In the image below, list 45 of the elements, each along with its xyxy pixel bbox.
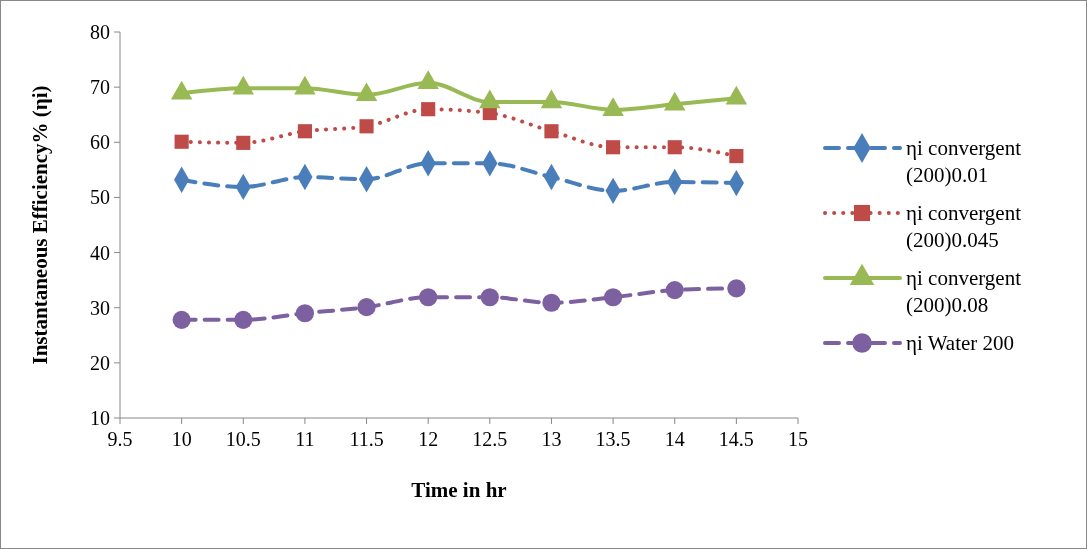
point bbox=[421, 102, 436, 117]
x-tick-label: 10.5 bbox=[225, 428, 261, 450]
x-tick-label: 10 bbox=[171, 428, 192, 450]
x-tick-label: 14 bbox=[664, 428, 685, 450]
y-tick-label: 60 bbox=[90, 131, 110, 154]
point bbox=[174, 134, 189, 149]
legend-label: ηi convergent (200)0.01 bbox=[906, 136, 1022, 188]
x-tick-label: 12.5 bbox=[472, 428, 508, 450]
point bbox=[544, 124, 559, 139]
y-tick-label: 50 bbox=[90, 186, 110, 209]
legend-label: ηi convergent (200)0.045 bbox=[906, 201, 1022, 253]
legend-label: ηi Water 200 bbox=[906, 331, 1015, 356]
point bbox=[359, 119, 374, 134]
y-tick-label: 80 bbox=[90, 21, 110, 43]
point bbox=[480, 288, 499, 307]
y-tick-label: 30 bbox=[90, 296, 110, 319]
point bbox=[297, 124, 312, 139]
point bbox=[295, 304, 315, 323]
x-tick-label: 13 bbox=[541, 428, 562, 450]
point bbox=[542, 293, 561, 312]
point bbox=[665, 280, 684, 300]
y-tick-label: 70 bbox=[90, 76, 110, 99]
point bbox=[172, 310, 191, 329]
x-axis-title: Time in hr bbox=[411, 478, 507, 502]
y-tick-label: 20 bbox=[90, 351, 110, 374]
point bbox=[729, 149, 744, 164]
x-tick-label: 14.5 bbox=[718, 428, 754, 450]
point bbox=[727, 279, 746, 298]
x-tick-label: 12 bbox=[418, 428, 439, 450]
x-tick-label: 9.5 bbox=[107, 428, 133, 450]
point bbox=[234, 310, 253, 329]
y-axis-title: Instantaneous Efficiency% (ηi) bbox=[28, 85, 52, 365]
point bbox=[236, 135, 251, 150]
y-tick-label: 10 bbox=[90, 407, 110, 429]
point bbox=[606, 140, 621, 155]
y-tick-label: 40 bbox=[90, 241, 110, 264]
x-tick-label: 11 bbox=[295, 428, 315, 450]
x-tick-label: 11.5 bbox=[349, 428, 384, 450]
x-tick-label: 13.5 bbox=[595, 428, 631, 450]
x-tick-label: 15 bbox=[788, 428, 808, 450]
point bbox=[667, 140, 682, 155]
point bbox=[419, 288, 438, 307]
legend-label: ηi convergent (200)0.08 bbox=[906, 266, 1022, 318]
point bbox=[603, 288, 623, 307]
point bbox=[357, 298, 376, 317]
